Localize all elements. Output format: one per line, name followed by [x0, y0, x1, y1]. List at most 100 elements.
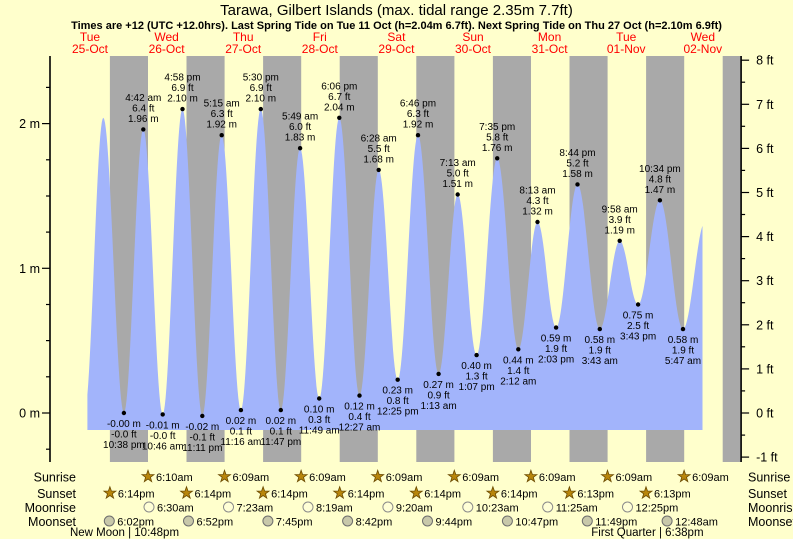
- tide-event-label-line: 2:03 pm: [538, 355, 574, 366]
- left-axis-tick-label: 0 m: [19, 407, 40, 421]
- left-axis-tick-label: 2 m: [19, 117, 40, 131]
- right-axis-tick-label: 2 ft: [756, 318, 774, 332]
- sunset-star-icon: [332, 485, 347, 500]
- sunset-time: 6:13pm: [654, 489, 691, 501]
- tide-event-label-line: 5:49 am: [282, 112, 318, 123]
- day-date-label: 25-Oct: [72, 42, 109, 56]
- tide-event-dot: [516, 347, 521, 352]
- tide-event-label-line: 5.5 ft: [368, 144, 390, 155]
- tide-event-high: 5:49 am6.0 ft1.83 m: [282, 112, 318, 151]
- tide-event-label-line: 1.3 ft: [465, 372, 487, 383]
- tide-event-label-line: -0.1 ft: [190, 432, 216, 443]
- day-name-label: Wed: [154, 30, 178, 44]
- tide-event-high: 6:06 pm6.7 ft2.04 m: [321, 81, 357, 121]
- tide-event-dot: [258, 106, 263, 112]
- tide-event-label-line: 0.02 m: [226, 416, 257, 427]
- tide-event-dot: [474, 352, 479, 358]
- moonrise-entry: 6:30am: [143, 501, 194, 515]
- moonset-entry: 11:49pm: [581, 515, 637, 529]
- moon-phase-note: New Moon | 10:48pm: [70, 527, 179, 539]
- sunset-entry: 6:13pm: [638, 485, 691, 501]
- moonrise-time: 8:19am: [316, 503, 353, 515]
- sunset-time: 6:14pm: [424, 489, 461, 501]
- almanac-row-moonset: Moonset Moonset 6:02pm 6:52pm 7:45pm 8:42pm 9:…: [28, 515, 793, 529]
- sunset-star-icon: [638, 485, 654, 500]
- almanac-row-label-left: Moonrise: [25, 501, 76, 515]
- moonrise-time: 7:23am: [237, 503, 274, 515]
- tide-event-high: 8:44 pm5.2 ft1.58 m: [559, 148, 596, 187]
- moonrise-icon: [462, 501, 474, 513]
- tide-event-label-line: 5:15 am: [204, 99, 240, 110]
- tide-event-label-line: 5:30 pm: [243, 73, 279, 84]
- tide-event-high: 6:46 pm6.3 ft1.92 m: [400, 99, 436, 138]
- tide-event-label-line: 4.3 ft: [526, 196, 548, 207]
- sunrise-entry: 6:09am: [217, 468, 269, 484]
- right-axis-tick-label: 1 ft: [756, 362, 774, 376]
- moonset-icon: [262, 515, 274, 527]
- tide-event-label-line: 2.10 m: [167, 94, 198, 105]
- tide-event-label-line: 0.44 m: [503, 355, 534, 366]
- tide-event-high: 7:13 am5.0 ft1.51 m: [440, 158, 476, 197]
- almanac-row-sunrise: Sunrise Sunrise 6:10am 6:09am 6:09am 6:09am 6:…: [34, 468, 790, 485]
- day-name-label: Tue: [80, 30, 101, 44]
- almanac-row-label-left: Sunset: [37, 487, 76, 501]
- right-axis: [740, 56, 750, 462]
- sunrise-star-icon: [370, 468, 385, 483]
- moonset-icon: [183, 515, 194, 527]
- sunrise-time: 6:09am: [309, 472, 346, 484]
- day-name-label: Wed: [691, 30, 715, 44]
- tide-event-dot: [357, 393, 362, 398]
- moonrise-icon: [143, 501, 155, 513]
- moonrise-icon: [302, 501, 314, 513]
- tide-event-high: 5:15 am6.3 ft1.92 m: [204, 99, 240, 138]
- tide-event-label-line: 0.10 m: [304, 405, 335, 416]
- tide-event-label-line: 1.19 m: [604, 225, 635, 236]
- tide-event-label-line: 6.0 ft: [289, 122, 311, 133]
- tide-event-label-line: 0.23 m: [382, 386, 413, 397]
- tide-event-label-line: 1.83 m: [285, 133, 316, 144]
- tide-event-label-line: 1:07 pm: [459, 382, 495, 393]
- tide-event-label-line: 6:28 am: [361, 133, 397, 144]
- sunset-entry: 6:13pm: [562, 485, 614, 501]
- day-date-label: 27-Oct: [225, 42, 262, 56]
- sunrise-time: 6:09am: [539, 472, 576, 484]
- sunset-time: 6:14pm: [271, 489, 308, 501]
- tide-event-dot: [535, 219, 540, 225]
- tide-event-dot: [415, 133, 421, 138]
- tide-event-low: 0.58 m1.9 ft5:47 am: [665, 326, 701, 367]
- tide-event-dot: [617, 238, 622, 243]
- sunrise-entry: 6:09am: [370, 468, 422, 484]
- right-axis-tick-label: 5 ft: [756, 186, 774, 200]
- tide-event-high: 4:58 pm6.9 ft2.10 m: [164, 73, 201, 112]
- moonset-time: 9:44pm: [436, 517, 473, 529]
- tide-event-label-line: 4.8 ft: [649, 174, 671, 185]
- tide-event-label-line: 1.96 m: [128, 114, 159, 125]
- moonset-icon: [501, 515, 513, 527]
- tide-event-label-line: -0.0 ft: [111, 430, 137, 441]
- moonset-icon: [422, 515, 433, 527]
- tide-event-label-line: 6.7 ft: [328, 92, 350, 103]
- right-axis-tick-label: 4 ft: [756, 230, 774, 244]
- right-axis-tick-label: -1 ft: [756, 451, 778, 465]
- tide-event-label-line: 12:25 pm: [377, 407, 419, 418]
- tide-event-label-line: 7:13 am: [440, 158, 476, 169]
- sunrise-entry: 6:09am: [523, 468, 576, 484]
- tide-event-label-line: 0.3 ft: [308, 415, 330, 426]
- moonrise-icon: [542, 501, 554, 513]
- tide-event-dot: [180, 106, 185, 112]
- tide-event-low: 0.58 m1.9 ft3:43 am: [582, 326, 618, 367]
- day-date-label: 26-Oct: [149, 42, 186, 56]
- moonset-entry: 8:42pm: [342, 515, 392, 529]
- day-name-label: Fri: [313, 30, 327, 44]
- tide-event-label-line: 11:47 pm: [260, 437, 301, 448]
- sunset-time: 6:14pm: [501, 489, 538, 501]
- tide-event-label-line: 5.8 ft: [486, 132, 508, 143]
- tide-event-label-line: 1.9 ft: [589, 346, 611, 357]
- tide-event-label-line: 11:49 am: [299, 426, 340, 437]
- tide-event-label-line: 0.58 m: [668, 335, 699, 346]
- sunrise-time: 6:09am: [692, 472, 729, 484]
- right-axis-tick-label: 3 ft: [756, 274, 774, 288]
